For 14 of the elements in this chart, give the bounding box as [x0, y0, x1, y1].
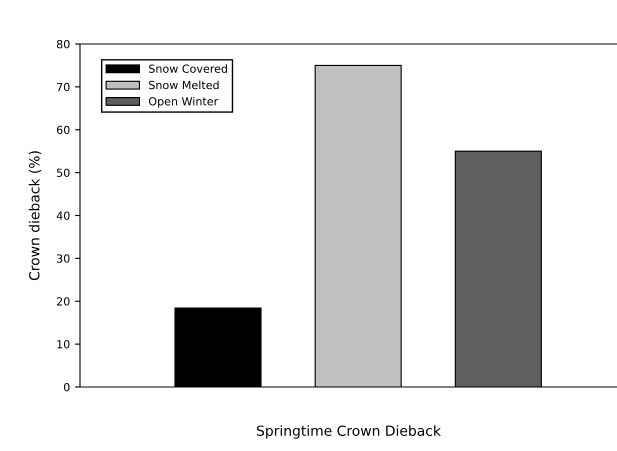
x-axis-title: Springtime Crown Dieback: [256, 425, 441, 439]
y-tick-label: 70: [57, 82, 70, 92]
y-tick-label: 10: [57, 340, 70, 349]
y-axis-title: Crown dieback (%): [28, 151, 42, 280]
y-tick-label: 50: [56, 168, 70, 178]
legend-label: Snow Melted: [149, 80, 219, 90]
y-tick-label: 0: [64, 382, 70, 392]
y-tick-label: 40: [56, 211, 70, 220]
legend-label: Snow Covered: [149, 64, 228, 73]
legend-label: Open Winter: [148, 96, 218, 108]
y-tick-label: 60: [56, 126, 70, 134]
y-tick-label: 20: [56, 297, 70, 306]
y-tick-label: 30: [56, 254, 70, 263]
y-tick-label: 80: [56, 40, 70, 48]
